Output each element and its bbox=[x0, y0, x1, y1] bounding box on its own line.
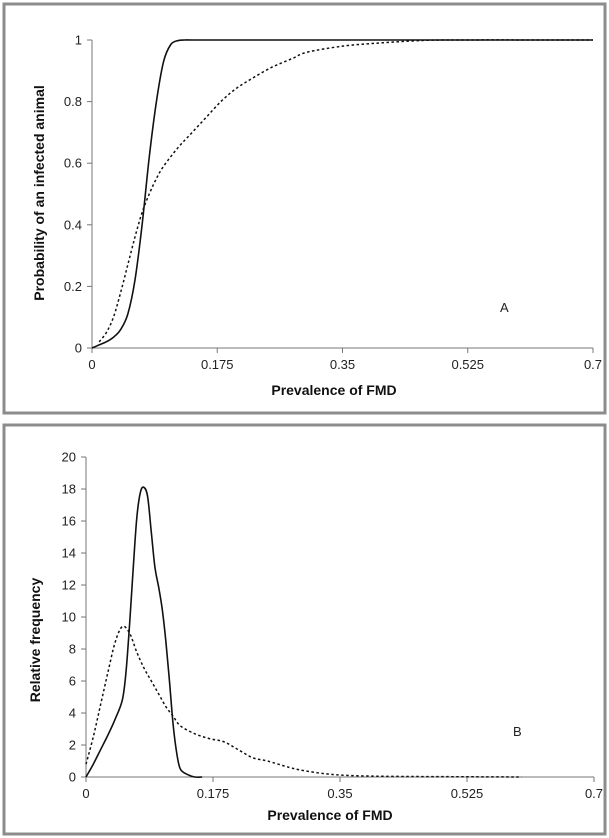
y-tick-label-b: 8 bbox=[69, 642, 76, 657]
x-tick-label-b: 0.525 bbox=[451, 786, 484, 801]
x-tick-label-a: 0.175 bbox=[201, 357, 234, 372]
x-tick-label-a: 0.35 bbox=[330, 357, 355, 372]
x-tick-label-a: 0.7 bbox=[584, 357, 602, 372]
y-tick-label-b: 12 bbox=[62, 578, 76, 593]
x-axis-title-a: Prevalence of FMD bbox=[271, 382, 396, 398]
y-tick-label-a: 0.8 bbox=[64, 94, 82, 109]
chart-panel-b: B Prevalence of FMD Relative frequency 0… bbox=[0, 421, 609, 838]
y-tick-label-b: 18 bbox=[62, 482, 76, 497]
y-tick-label-b: 4 bbox=[69, 706, 76, 721]
y-axis-title-a: Probability of an infected animal bbox=[31, 85, 47, 300]
x-axis-title-b: Prevalence of FMD bbox=[267, 807, 392, 823]
y-tick-label-b: 16 bbox=[62, 514, 76, 529]
x-tick-label-b: 0.175 bbox=[197, 786, 230, 801]
x-tick-label-b: 0 bbox=[82, 786, 89, 801]
y-tick-label-b: 6 bbox=[69, 674, 76, 689]
y-tick-label-a: 1 bbox=[75, 33, 82, 48]
y-tick-label-b: 0 bbox=[69, 770, 76, 785]
y-tick-label-b: 10 bbox=[62, 610, 76, 625]
y-tick-label-a: 0.2 bbox=[64, 279, 82, 294]
dotted-curve-b bbox=[85, 625, 522, 778]
x-tick-label-a: 0.525 bbox=[451, 357, 484, 372]
y-tick-label-b: 2 bbox=[69, 738, 76, 753]
solid-curve-b bbox=[85, 486, 203, 778]
chart-a-svg: A Prevalence of FMD Probability of an in… bbox=[2, 2, 607, 415]
x-tick-label-b: 0.35 bbox=[327, 786, 352, 801]
solid-curve-a bbox=[91, 39, 593, 349]
chart-b-svg: B Prevalence of FMD Relative frequency 0… bbox=[2, 423, 607, 836]
y-tick-label-a: 0 bbox=[75, 341, 82, 356]
x-tick-label-b: 0.7 bbox=[585, 786, 603, 801]
y-tick-label-a: 0.4 bbox=[64, 217, 82, 232]
y-tick-label-a: 0.6 bbox=[64, 156, 82, 171]
x-tick-label-a: 0 bbox=[88, 357, 95, 372]
chart-b-frame bbox=[2, 423, 607, 836]
y-axis-title-b: Relative frequency bbox=[27, 578, 43, 703]
chart-a-frame bbox=[2, 2, 607, 415]
panel-label-b: B bbox=[513, 724, 522, 739]
panel-label-a: A bbox=[500, 300, 509, 315]
chart-panel-a: A Prevalence of FMD Probability of an in… bbox=[0, 0, 609, 417]
y-tick-label-b: 14 bbox=[62, 546, 76, 561]
y-tick-label-b: 20 bbox=[62, 450, 76, 465]
